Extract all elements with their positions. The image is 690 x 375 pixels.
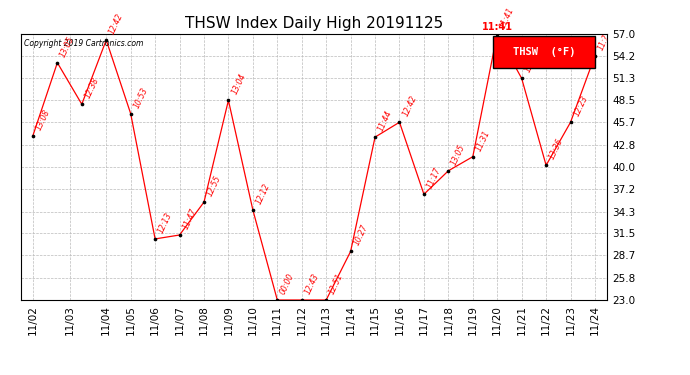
Text: 13:05: 13:05: [450, 143, 467, 166]
Point: [174, 232, 185, 238]
Text: 11:41: 11:41: [499, 6, 516, 30]
Point: [101, 37, 112, 43]
Point: [247, 207, 258, 213]
FancyBboxPatch shape: [493, 36, 595, 68]
Text: 11:44: 11:44: [377, 109, 394, 133]
Point: [296, 297, 307, 303]
Text: 12:42: 12:42: [401, 94, 418, 118]
Text: 11:47: 11:47: [181, 207, 199, 231]
Point: [77, 101, 88, 107]
Text: 12:23: 12:23: [572, 94, 589, 118]
Point: [370, 134, 381, 140]
Text: 10:27: 10:27: [352, 224, 370, 247]
Text: Copyright 2019 Cartronics.com: Copyright 2019 Cartronics.com: [23, 39, 143, 48]
Point: [199, 199, 210, 205]
Point: [394, 119, 405, 125]
Text: 12:42: 12:42: [108, 12, 125, 36]
Point: [272, 297, 283, 303]
Point: [418, 191, 429, 197]
Text: 12:51: 12:51: [523, 50, 540, 74]
Point: [223, 98, 234, 104]
Point: [125, 111, 136, 117]
Text: 12:38: 12:38: [83, 76, 101, 100]
Text: THSW  (°F): THSW (°F): [513, 47, 575, 57]
Text: 00:00: 00:00: [279, 272, 296, 296]
Point: [345, 249, 356, 255]
Text: 12:12: 12:12: [254, 182, 272, 206]
Text: 10:53: 10:53: [132, 86, 150, 109]
Text: 12:55: 12:55: [206, 174, 223, 198]
Text: 12:43: 12:43: [303, 272, 321, 296]
Text: 13:36: 13:36: [547, 137, 565, 161]
Text: 13:08: 13:08: [34, 108, 52, 131]
Text: 11:17: 11:17: [425, 166, 443, 190]
Point: [589, 53, 600, 58]
Point: [28, 132, 39, 138]
Point: [150, 236, 161, 242]
Text: 11:41: 11:41: [482, 22, 513, 32]
Text: 11:31: 11:31: [474, 129, 492, 153]
Point: [492, 31, 503, 37]
Text: 13:04: 13:04: [230, 72, 247, 96]
Point: [516, 75, 527, 81]
Point: [443, 168, 454, 174]
Text: 12:13: 12:13: [157, 211, 174, 235]
Point: [321, 297, 332, 303]
Point: [565, 119, 576, 125]
Title: THSW Index Daily High 20191125: THSW Index Daily High 20191125: [185, 16, 443, 31]
Point: [52, 60, 63, 66]
Text: 11:?: 11:?: [596, 33, 611, 51]
Text: 13:05: 13:05: [59, 35, 77, 58]
Point: [467, 154, 478, 160]
Text: 12:51: 12:51: [328, 272, 345, 296]
Point: [540, 162, 551, 168]
